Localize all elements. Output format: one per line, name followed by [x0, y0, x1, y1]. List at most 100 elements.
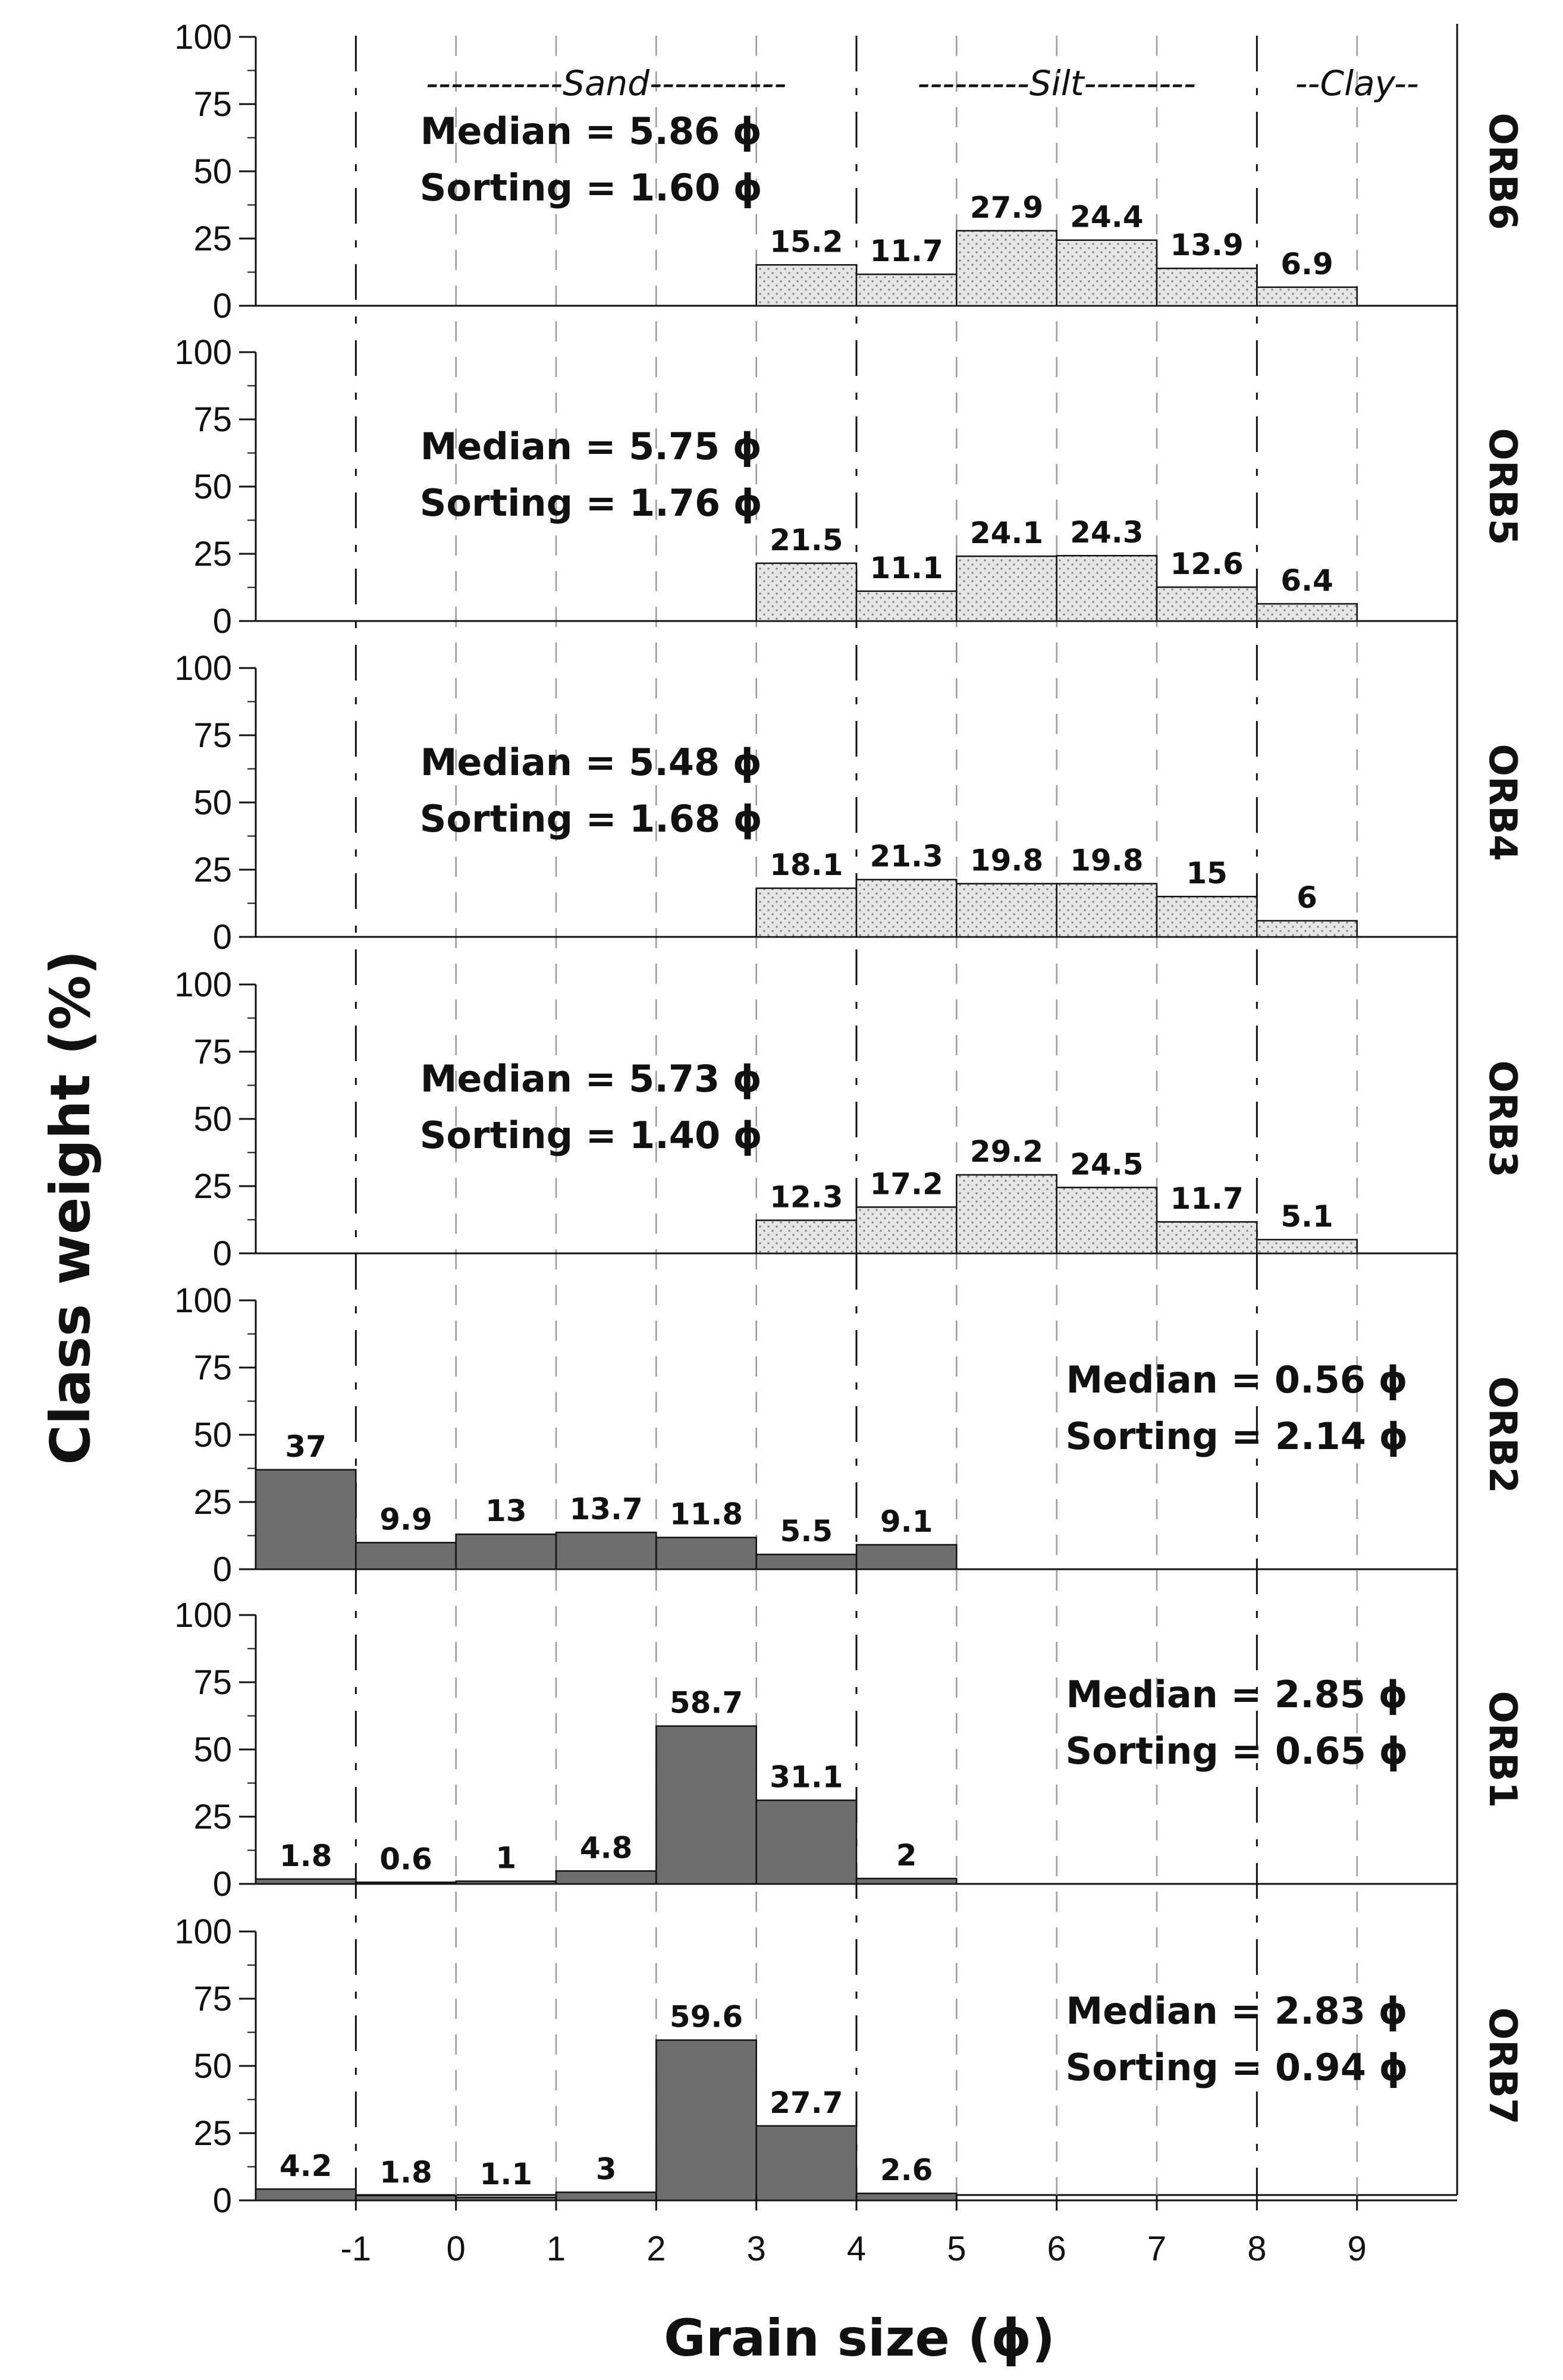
y-tick-label: 25 [193, 220, 232, 258]
bar [755, 2125, 858, 2202]
sorting-annotation: Sorting = 0.94 ϕ [1066, 2046, 1408, 2089]
bar [655, 1537, 757, 1570]
bar [455, 1880, 557, 1885]
bar [1256, 286, 1358, 307]
bar-value-label: 24.1 [970, 516, 1043, 550]
x-tick-label: 5 [947, 2230, 966, 2268]
median-annotation: Median = 2.85 ϕ [1066, 1673, 1407, 1716]
bar-value-label: 27.7 [770, 2086, 843, 2120]
bar [555, 2191, 657, 2202]
y-tick-label: 25 [193, 1798, 232, 1836]
panel-orb5: 0 25 50 75 100 21.5 11.1 24.1 24.3 12.6 6.4 Median … [174, 333, 1524, 641]
bar [855, 1544, 958, 1570]
bar-value-label: 58.7 [670, 1686, 743, 1720]
sorting-annotation: Sorting = 2.14 ϕ [1066, 1415, 1408, 1458]
y-tick-label: 50 [193, 152, 232, 191]
bar [855, 1877, 958, 1885]
x-axis: -1 0 1 2 3 4 5 6 7 8 9 [341, 2195, 1367, 2268]
bar [255, 2188, 357, 2202]
y-tick-label: 25 [193, 535, 232, 573]
x-tick-label: 9 [1348, 2230, 1367, 2268]
y-tick-label: 25 [193, 1167, 232, 1206]
bar [1156, 895, 1258, 938]
y-tick-label: 100 [174, 965, 232, 1004]
bar-value-label: 37 [285, 1429, 327, 1464]
bar-value-label: 15 [1186, 856, 1228, 890]
bar-value-label: 0.6 [379, 1842, 432, 1876]
bar-value-label: 59.6 [670, 2000, 743, 2034]
y-tick-label: 0 [213, 1865, 232, 1904]
bar-value-label: 5.1 [1280, 1199, 1333, 1234]
bar-value-label: 27.9 [970, 190, 1043, 225]
y-tick-label: 50 [193, 2047, 232, 2086]
panel-label: ORB6 [1480, 113, 1524, 230]
bar-value-label: 11.7 [870, 234, 943, 268]
panel-orb1: 0 25 50 75 100 1.8 0.6 1 4.8 58.7 31.1 2 Median = 2.… [174, 1596, 1524, 1904]
y-tick-label: 0 [213, 287, 232, 325]
bar [755, 264, 858, 307]
bar-value-label: 19.8 [970, 843, 1043, 878]
bar [555, 1870, 657, 1885]
median-annotation: Median = 2.83 ϕ [1066, 1989, 1407, 2033]
x-tick-label: 1 [547, 2230, 566, 2268]
y-tick-label: 100 [174, 1596, 232, 1635]
panel-label: ORB3 [1480, 1061, 1524, 1178]
panel-orb7: 0 25 50 75 100 4.2 1.8 1.1 3 59.6 27.7 2.6 Median = … [174, 1912, 1524, 2220]
bar [855, 1206, 958, 1255]
x-tick-label: 8 [1247, 2230, 1266, 2268]
bar-value-label: 1.1 [480, 2157, 533, 2191]
bar-value-label: 3 [596, 2152, 617, 2186]
sorting-annotation: Sorting = 1.68 ϕ [420, 797, 762, 841]
bar-value-label: 11.7 [1170, 1181, 1243, 1216]
x-axis-title: Grain size (ϕ) [664, 2309, 1055, 2368]
bar-value-label: 12.3 [770, 1180, 843, 1214]
region-label: -----------Sand----------- [426, 63, 786, 104]
bar [1156, 586, 1258, 622]
bar-value-label: 1.8 [280, 1839, 332, 1873]
y-tick-label: 0 [213, 1550, 232, 1589]
bar-value-label: 15.2 [770, 224, 843, 259]
bar-value-label: 31.1 [770, 1760, 843, 1794]
panel-label: ORB7 [1480, 2008, 1524, 2125]
y-tick-label: 100 [174, 649, 232, 688]
median-annotation: Median = 5.75 ϕ [420, 425, 762, 468]
bar [1056, 883, 1158, 938]
y-tick-label: 100 [174, 1912, 232, 1951]
bar [255, 1469, 357, 1570]
bar-value-label: 21.3 [870, 839, 943, 874]
y-tick-label: 75 [193, 1033, 232, 1071]
bar-value-label: 13 [485, 1494, 527, 1528]
bar [355, 1882, 457, 1885]
panel-label: ORB2 [1480, 1376, 1524, 1494]
bar-value-label: 9.1 [880, 1504, 933, 1539]
bar [956, 883, 1057, 938]
panel-orb6: 0 25 50 75 100 15.2 11.7 27.9 24.4 13.9 6.9 Median … [174, 18, 1524, 325]
panels-group: -----------Sand----------- ---------Silt-… [174, 18, 1524, 2220]
y-tick-label: 100 [174, 333, 232, 372]
panel-label: ORB5 [1480, 428, 1524, 545]
y-tick-label: 75 [193, 85, 232, 124]
bar-value-label: 6.9 [1280, 247, 1333, 281]
bar-value-label: 13.9 [1170, 228, 1243, 262]
bar-value-label: 24.3 [1070, 515, 1143, 550]
y-tick-label: 50 [193, 783, 232, 822]
bar-value-label: 1 [495, 1840, 516, 1875]
bar [1056, 554, 1158, 622]
bar-value-label: 29.2 [970, 1134, 1043, 1169]
bar [455, 2196, 557, 2202]
panel-label: ORB4 [1480, 744, 1524, 861]
y-tick-label: 50 [193, 468, 232, 506]
y-tick-label: 50 [193, 1730, 232, 1769]
bar [1256, 603, 1358, 622]
panel-orb3: 0 25 50 75 100 12.3 17.2 29.2 24.5 11.7 5.1 Median … [174, 965, 1524, 1273]
bar [1056, 1187, 1158, 1255]
bar [755, 887, 858, 938]
y-tick-label: 75 [193, 1663, 232, 1702]
median-annotation: Median = 5.86 ϕ [420, 109, 762, 153]
bar [455, 1533, 557, 1570]
x-tick-label: 2 [646, 2230, 666, 2268]
x-tick-label: 4 [847, 2230, 866, 2268]
bar-value-label: 1.8 [379, 2155, 432, 2190]
y-tick-label: 25 [193, 851, 232, 889]
